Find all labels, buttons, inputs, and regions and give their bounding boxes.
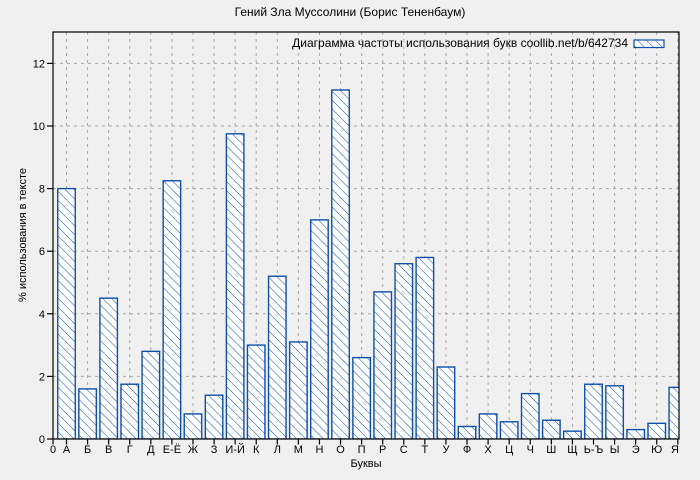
x-tick-label-У: У	[442, 444, 450, 456]
y-axis-title: % использования в тексте	[17, 168, 29, 302]
x-tick-label-Ж: Ж	[188, 444, 198, 456]
x-tick-label-Ю: Ю	[651, 444, 662, 456]
x-tick-label-П: П	[358, 444, 366, 456]
y-tick-label-12: 12	[33, 58, 45, 70]
y-tick-label-0: 0	[39, 434, 45, 446]
x-tick-label-Г: Г	[127, 444, 133, 456]
x-tick-label-С: С	[400, 444, 408, 456]
bar-Т	[415, 256, 435, 439]
bar-У	[436, 366, 456, 439]
legend-swatch	[633, 39, 665, 49]
x-tick-label-Т: Т	[421, 444, 428, 456]
bar-И-Й	[225, 133, 245, 439]
bar-М	[288, 341, 308, 439]
bar-Х	[478, 413, 498, 439]
bar-Л	[267, 275, 287, 439]
bar-Ч	[520, 392, 540, 439]
bar-Ы	[605, 385, 625, 439]
x-tick-label-В: В	[105, 444, 112, 456]
x-tick-label-Ц: Ц	[505, 444, 513, 456]
bar-Я	[668, 386, 679, 439]
bars-group	[57, 89, 679, 439]
bar-В	[99, 297, 119, 439]
bar-Ж	[183, 413, 203, 439]
x-tick-label-А: А	[63, 444, 71, 456]
bar-Э	[626, 428, 646, 439]
x-tick-label-О: О	[336, 444, 345, 456]
y-tick-labels: 0 2 4 6 8 10 12	[33, 58, 45, 446]
bar-З	[204, 394, 224, 439]
x-tick-label-З: З	[211, 444, 218, 456]
bar-Р	[373, 291, 393, 439]
x-tick-label-И-Й: И-Й	[225, 443, 244, 456]
bar-Ь-Ъ	[584, 383, 603, 439]
y-tick-label-10: 10	[33, 121, 45, 133]
y-tick-label-8: 8	[39, 184, 45, 196]
x-tick-label-Р: Р	[379, 444, 386, 456]
x-tick-label-Е-Ё: Е-Ё	[163, 444, 181, 456]
x-tick-label-Ы: Ы	[610, 444, 620, 456]
x-tick-label-Ш: Ш	[546, 444, 556, 456]
bar-Д	[141, 350, 161, 439]
legend-label: Диаграмма частоты использования букв coo…	[292, 36, 628, 50]
x-tick-label-Х: Х	[484, 444, 492, 456]
y-tick-label-6: 6	[39, 246, 45, 258]
x-tick-label-Д: Д	[147, 444, 155, 456]
bar-Ш	[541, 419, 561, 439]
bar-Е-Ё	[162, 180, 182, 439]
y-tick-label-4: 4	[39, 309, 45, 321]
x-tick-label-Ь-Ъ: Ь-Ъ	[584, 444, 604, 456]
x-tick-label-К: К	[253, 444, 260, 456]
bar-Ф	[457, 425, 477, 439]
x-tick-labels: 0 А Б В Г Д Е-Ё Ж З И-Й К Л М Н О П Р С Т У Ф Х Ц Ч Ш Щ Ь-Ъ Ы Э Ю Я	[50, 443, 679, 456]
bar-Н	[310, 219, 329, 439]
x-tick-label-Л: Л	[274, 444, 281, 456]
x-tick-label-М: М	[294, 444, 303, 456]
bar-Ю	[647, 422, 667, 439]
x-tick-label-Щ: Щ	[567, 444, 577, 456]
x-tick-label-Б: Б	[84, 444, 91, 456]
grid-lines	[53, 32, 679, 439]
plot-frame	[52, 31, 680, 440]
y-tick-label-2: 2	[39, 371, 45, 383]
axis-ticks	[47, 62, 679, 445]
x-tick-label-Э: Э	[632, 444, 640, 456]
x-tick-label-Н: Н	[315, 444, 323, 456]
bar-Б	[78, 388, 98, 439]
x-axis-title: Буквы	[350, 458, 381, 470]
x-tick-label-Ф: Ф	[463, 444, 471, 456]
x-tick-label-Я: Я	[671, 444, 679, 456]
x-origin-label: 0	[50, 444, 56, 456]
bar-С	[394, 263, 414, 439]
bar-Г	[120, 383, 140, 439]
bar-Щ	[562, 430, 582, 439]
bar-П	[352, 356, 372, 439]
chart-title: Гений Зла Муссолини (Борис Тененбаум)	[235, 5, 466, 19]
x-tick-label-Ч: Ч	[527, 444, 534, 456]
bar-К	[246, 344, 266, 439]
bar-О	[331, 89, 350, 439]
bar-А	[57, 187, 76, 439]
bar-Ц	[499, 421, 519, 439]
legend: Диаграмма частоты использования букв coo…	[292, 36, 665, 50]
